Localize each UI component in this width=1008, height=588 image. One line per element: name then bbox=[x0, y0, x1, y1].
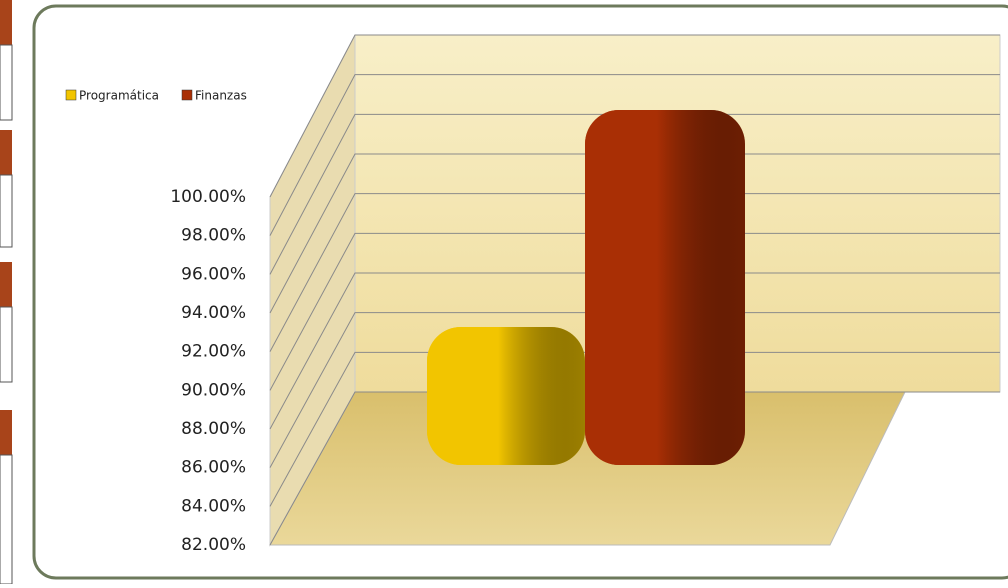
grid-line bbox=[269, 193, 1000, 352]
y-tick-label: 96.00% bbox=[181, 264, 246, 284]
legend-swatch bbox=[65, 89, 77, 101]
bar-shade bbox=[585, 110, 745, 465]
grid bbox=[269, 34, 1000, 546]
grid-line bbox=[269, 34, 1000, 198]
bars bbox=[427, 110, 745, 465]
y-tick-label: 94.00% bbox=[181, 303, 246, 323]
y-tick-label: 92.00% bbox=[181, 342, 246, 362]
grid-line bbox=[269, 391, 1000, 546]
y-tick-label: 84.00% bbox=[181, 496, 246, 516]
grid-line bbox=[269, 232, 1000, 391]
legend-label: Finanzas bbox=[195, 89, 247, 103]
y-tick-label: 88.00% bbox=[181, 419, 246, 439]
grid-line bbox=[269, 153, 1000, 314]
grid-line bbox=[269, 113, 1000, 275]
y-tick-label: 100.00% bbox=[170, 187, 246, 207]
y-tick-label: 82.00% bbox=[181, 535, 246, 555]
grid-line bbox=[269, 74, 1000, 236]
bar-shade bbox=[427, 326, 585, 465]
grid-line bbox=[269, 351, 1000, 507]
legend-swatch bbox=[181, 89, 193, 101]
y-tick-label: 86.00% bbox=[181, 458, 246, 478]
y-axis: 82.00% 84.00% 86.00% 88.00% 90.00% 92.00% 94.0… bbox=[170, 187, 246, 555]
sidebar-fragments bbox=[0, 0, 13, 585]
y-tick-label: 90.00% bbox=[181, 380, 246, 400]
grid-line bbox=[269, 272, 1000, 430]
legend-label: Programática bbox=[79, 89, 159, 103]
y-tick-label: 98.00% bbox=[181, 226, 246, 246]
legend: Programática Finanzas bbox=[65, 89, 247, 103]
grid-line bbox=[269, 312, 1000, 468]
